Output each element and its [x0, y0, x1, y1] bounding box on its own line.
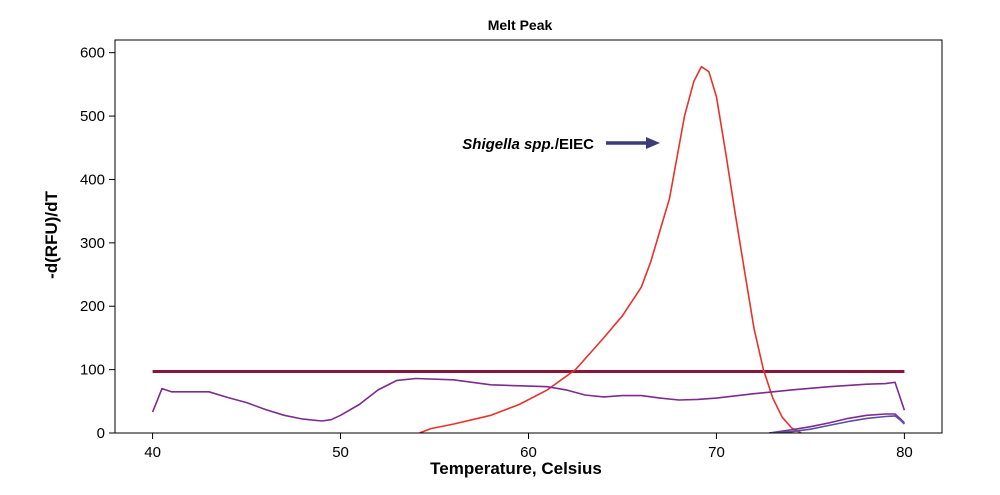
annotation-label-rest: /EIEC — [555, 136, 594, 153]
chart-title: Melt Peak — [488, 17, 553, 33]
y-tick-label: 200 — [80, 298, 105, 315]
series-layer — [151, 65, 906, 433]
x-tick-label: 80 — [896, 444, 913, 461]
series-line-3 — [768, 413, 905, 433]
y-tick-label: 0 — [97, 425, 105, 442]
annotation-arrow — [606, 137, 660, 149]
x-tick-label: 70 — [708, 444, 725, 461]
y-axis-title: -d(RFU)/dT — [42, 190, 61, 278]
series-line-4 — [769, 415, 905, 433]
y-tick-label: 100 — [80, 362, 105, 379]
x-tick-label: 60 — [520, 444, 537, 461]
series-line-2 — [151, 377, 906, 422]
series-line-1 — [419, 65, 802, 433]
x-axis-title: Temperature, Celsius — [430, 459, 602, 478]
y-tick-label: 500 — [80, 108, 105, 125]
y-tick-label: 400 — [80, 171, 105, 188]
annotation-label: Shigella spp./EIEC — [462, 136, 594, 153]
y-tick-label: 600 — [80, 45, 105, 62]
y-tick-label: 300 — [80, 235, 105, 252]
x-axis: 40 50 60 70 80 — [144, 433, 913, 461]
y-axis: 0 100 200 300 400 500 600 — [80, 45, 115, 442]
annotation-label-italic: Shigella spp. — [462, 136, 555, 153]
x-tick-label: 40 — [144, 444, 161, 461]
plot-frame — [114, 39, 943, 434]
annotation-arrow-head — [646, 137, 660, 149]
x-tick-label: 50 — [332, 444, 349, 461]
